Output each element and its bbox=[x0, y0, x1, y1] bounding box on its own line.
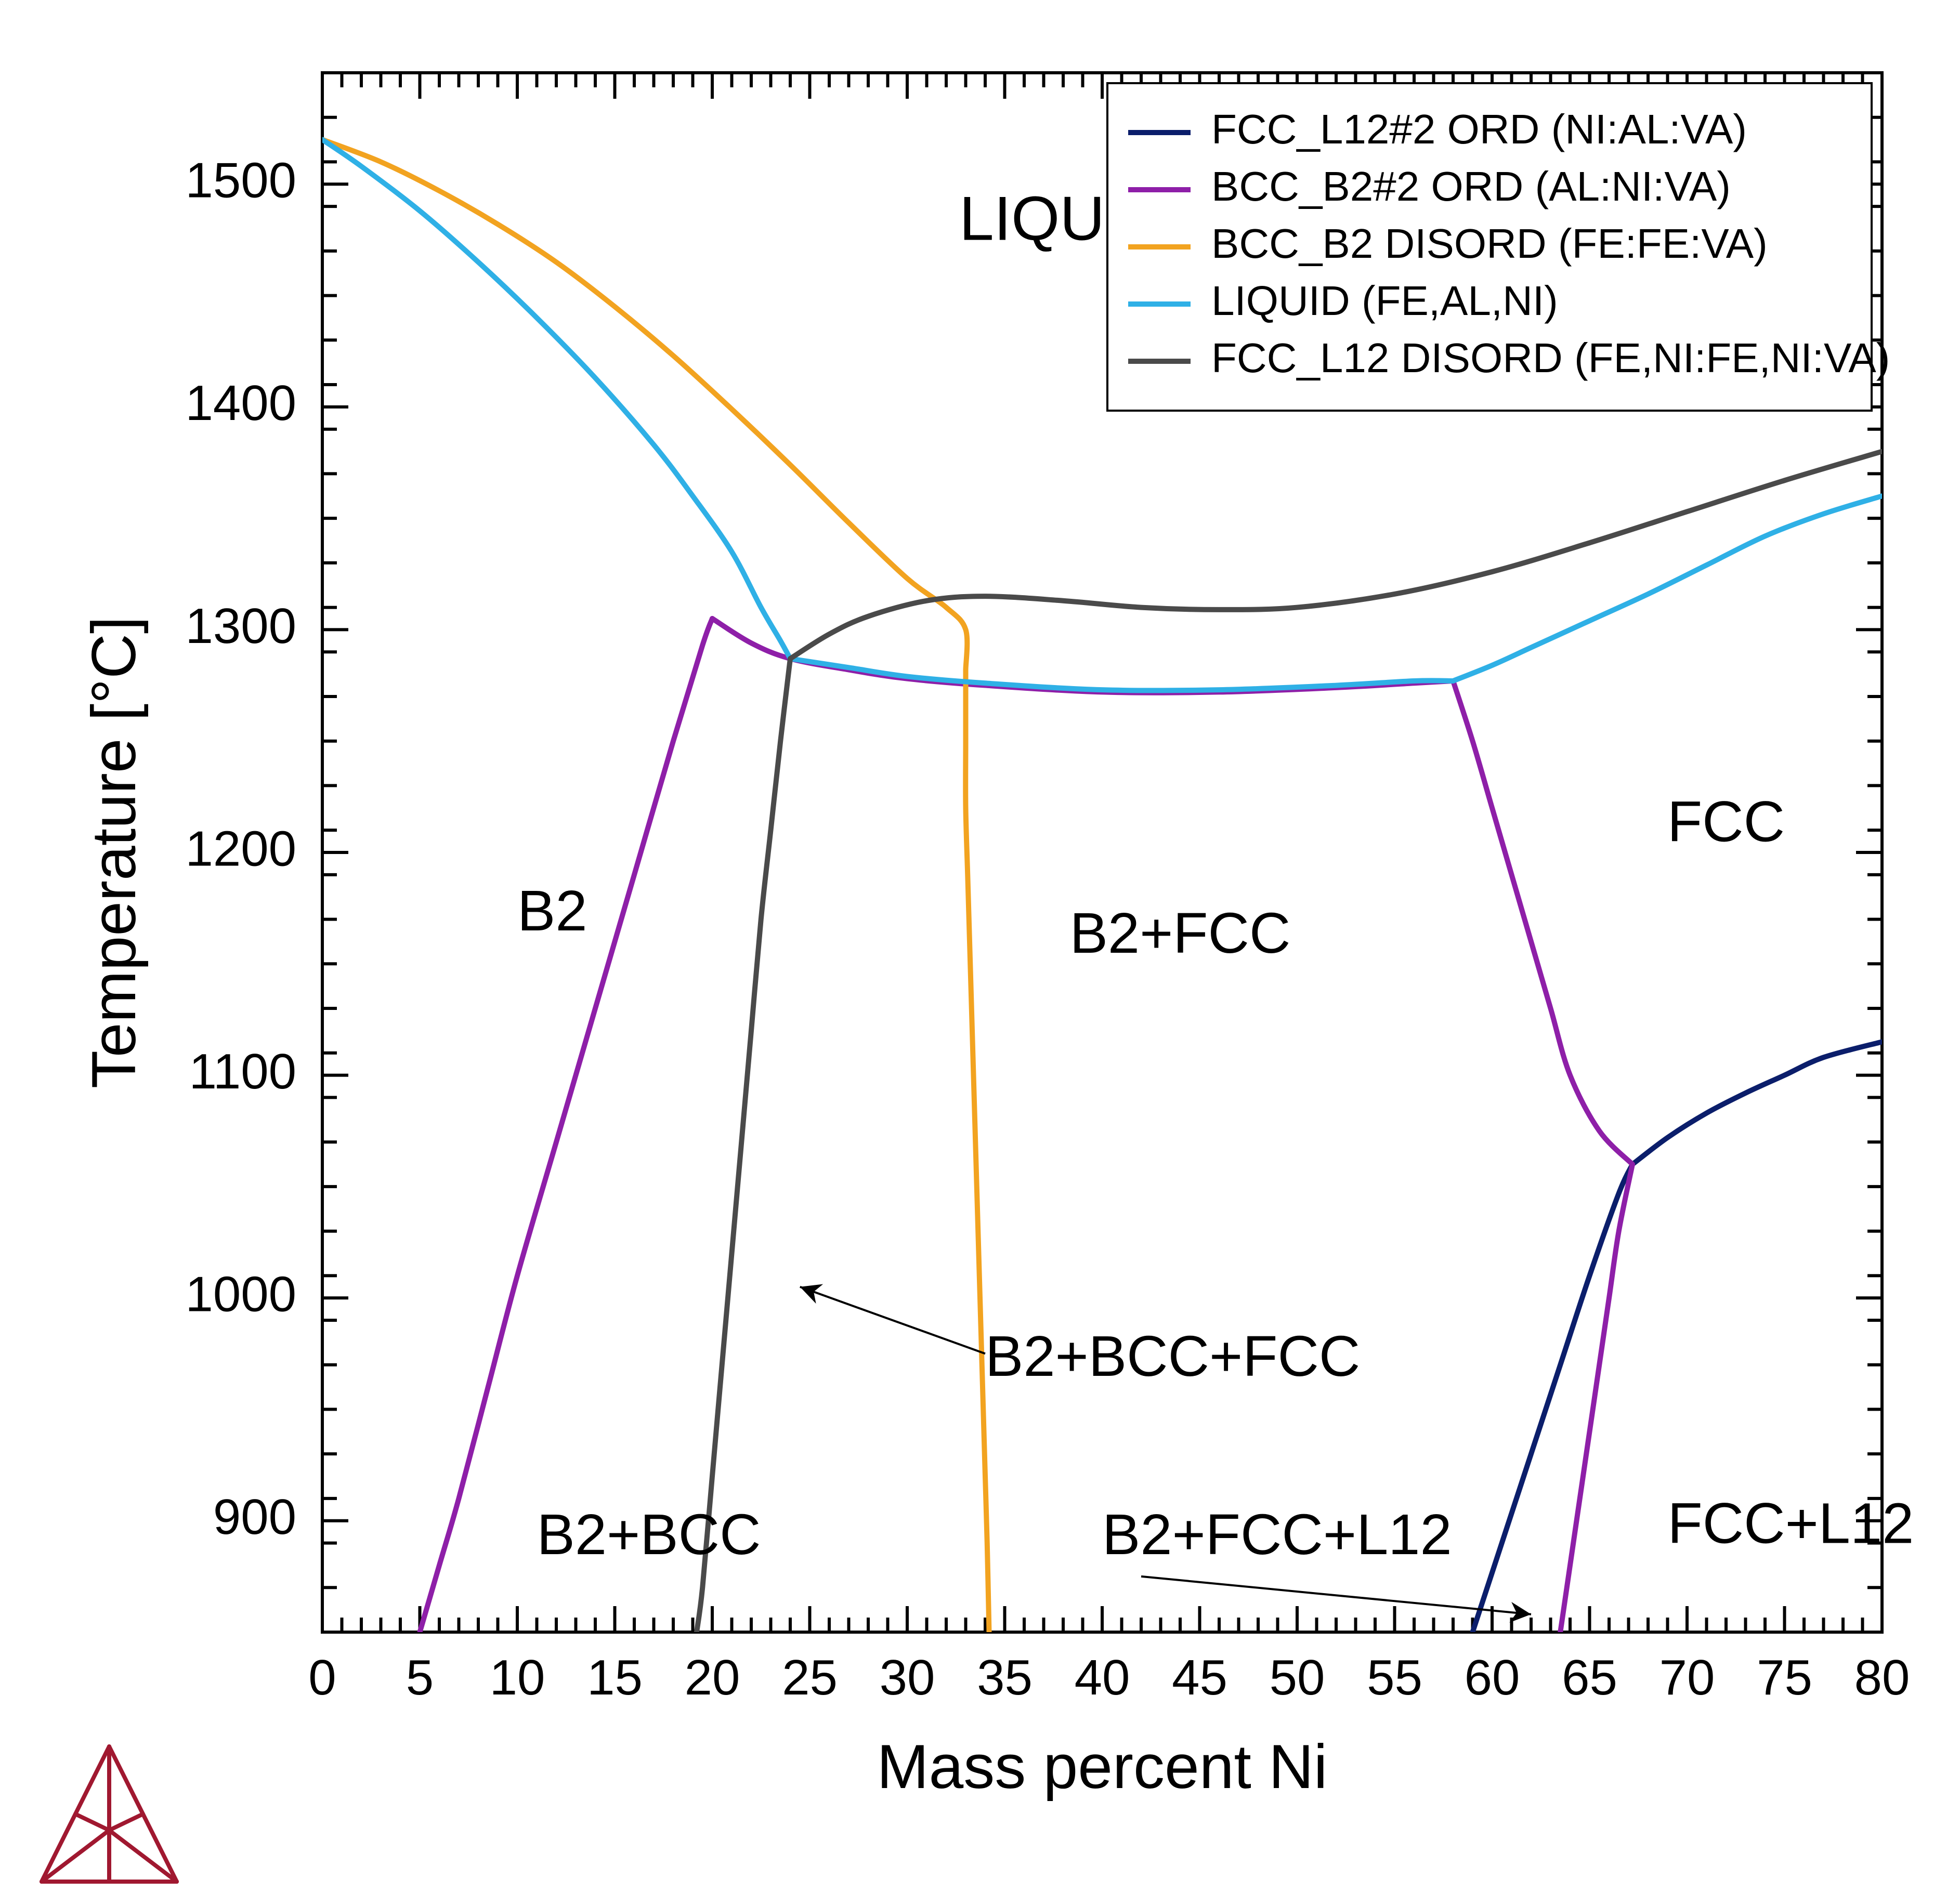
x-tick-label: 30 bbox=[880, 1650, 935, 1705]
y-tick-label: 1200 bbox=[185, 821, 296, 876]
x-tick-label: 60 bbox=[1465, 1650, 1520, 1705]
series-2-segment-1 bbox=[965, 670, 989, 1632]
legend-label-1: BCC_B2#2 ORD (AL:NI:VA) bbox=[1211, 163, 1731, 209]
x-tick-label: 0 bbox=[308, 1650, 336, 1705]
legend-label-4: FCC_L12 DISORD (FE,NI:FE,NI:VA) bbox=[1211, 335, 1890, 381]
region-label-7: FCC+L12 bbox=[1668, 1492, 1914, 1556]
thermocalc-logo-icon bbox=[42, 1746, 177, 1882]
x-axis-title: Mass percent Ni bbox=[877, 1732, 1328, 1802]
y-tick-label: 1400 bbox=[185, 375, 296, 431]
legend: FCC_L12#2 ORD (NI:AL:VA) BCC_B2#2 ORD (AL… bbox=[1107, 83, 1890, 411]
y-axis-title: Temperature [°C] bbox=[79, 616, 149, 1088]
region-label-3: FCC bbox=[1667, 790, 1785, 854]
y-tick-label: 1300 bbox=[185, 598, 296, 654]
series-3-segment-1 bbox=[790, 659, 1453, 690]
chart-svg: 0 5 10 15 20 25 30 35 40 45 50 55 60 65 70 75 80 900 1000 1… bbox=[0, 0, 1960, 1892]
x-tick-label: 80 bbox=[1854, 1650, 1910, 1705]
x-tick-label: 35 bbox=[977, 1650, 1033, 1705]
series-3-segment-2 bbox=[1453, 496, 1882, 681]
x-tick-label: 40 bbox=[1075, 1650, 1130, 1705]
phase-diagram-chart: 0 5 10 15 20 25 30 35 40 45 50 55 60 65 70 75 80 900 1000 1… bbox=[0, 0, 1960, 1892]
series-4-segment-1 bbox=[697, 659, 790, 1632]
x-tick-label: 5 bbox=[406, 1650, 434, 1705]
x-tick-label: 10 bbox=[490, 1650, 545, 1705]
x-tick-label: 25 bbox=[782, 1650, 838, 1705]
legend-label-0: FCC_L12#2 ORD (NI:AL:VA) bbox=[1211, 106, 1747, 152]
series-2-segment-0 bbox=[322, 140, 967, 670]
series-1-segment-1 bbox=[712, 619, 1453, 693]
series-0-segment-0 bbox=[1473, 1164, 1633, 1632]
y-tick-label: 1500 bbox=[185, 153, 296, 208]
legend-label-2: BCC_B2 DISORD (FE:FE:VA) bbox=[1211, 220, 1768, 267]
y-tick-label: 1100 bbox=[189, 1044, 296, 1099]
series-4-segment-0 bbox=[790, 452, 1882, 659]
x-tick-label: 15 bbox=[587, 1650, 643, 1705]
series-1-segment-2 bbox=[1453, 681, 1632, 1164]
x-tick-label: 65 bbox=[1562, 1650, 1617, 1705]
y-tick-label: 1000 bbox=[185, 1267, 296, 1322]
region-label-6: B2+FCC+L12 bbox=[1102, 1503, 1452, 1567]
region-label-2: B2+FCC bbox=[1070, 901, 1291, 965]
annotation-arrow-0 bbox=[800, 1287, 985, 1354]
x-tick-label: 20 bbox=[685, 1650, 740, 1705]
x-tick-label: 75 bbox=[1757, 1650, 1812, 1705]
x-tick-label: 55 bbox=[1367, 1650, 1422, 1705]
region-label-4: B2+BCC bbox=[537, 1503, 761, 1567]
x-tick-label: 50 bbox=[1270, 1650, 1325, 1705]
region-label-1: B2 bbox=[517, 879, 587, 943]
series-1-segment-3 bbox=[1560, 1164, 1632, 1632]
x-tick-label: 45 bbox=[1172, 1650, 1227, 1705]
series-1-segment-0 bbox=[420, 619, 713, 1632]
region-label-5: B2+BCC+FCC bbox=[985, 1324, 1360, 1388]
x-tick-label: 70 bbox=[1660, 1650, 1715, 1705]
series-0-segment-1 bbox=[1632, 1042, 1882, 1164]
legend-label-3: LIQUID (FE,AL,NI) bbox=[1211, 278, 1558, 324]
y-tick-label: 900 bbox=[213, 1489, 296, 1545]
